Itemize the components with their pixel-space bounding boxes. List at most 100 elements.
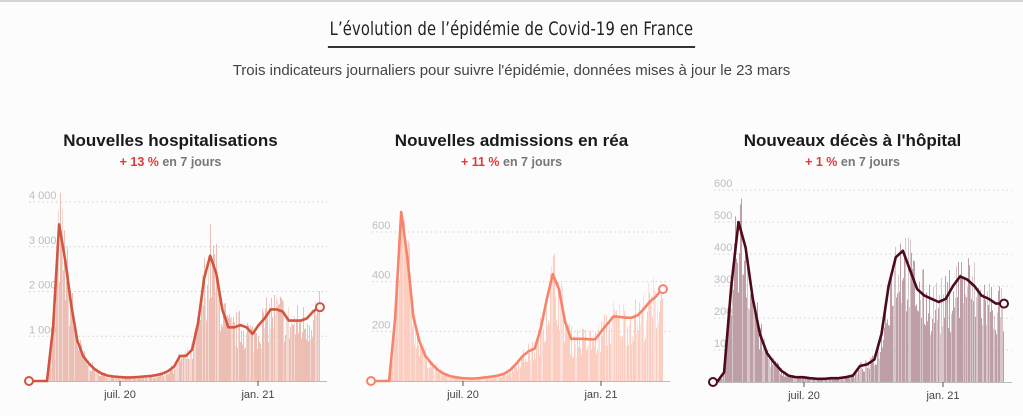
bar [175, 369, 176, 381]
bar [191, 342, 192, 381]
bar [399, 279, 400, 381]
bar [554, 253, 555, 381]
bar [521, 355, 522, 381]
bar [463, 378, 464, 381]
bar [502, 375, 503, 381]
start-marker [366, 376, 376, 386]
bar [426, 360, 427, 381]
bar [452, 376, 453, 381]
bar [572, 357, 573, 381]
bar [244, 348, 245, 381]
bar [292, 324, 293, 381]
bar [837, 377, 838, 382]
bar [1000, 317, 1001, 382]
bar [987, 291, 988, 382]
bar [400, 220, 401, 381]
bar [890, 280, 891, 382]
bar [637, 324, 638, 381]
bar [568, 325, 569, 381]
bar [262, 309, 263, 381]
bar [912, 268, 913, 382]
bar [817, 379, 818, 382]
bar [738, 292, 739, 382]
bar [474, 379, 475, 381]
bar [770, 367, 771, 382]
bar [439, 373, 440, 381]
bar [966, 297, 967, 382]
bar [771, 357, 772, 382]
bar [73, 327, 74, 381]
bar [628, 345, 629, 381]
bar [891, 274, 892, 382]
page-subtitle: Trois indicateurs journaliers pour suivr… [232, 62, 791, 79]
bar [482, 378, 483, 381]
bar [861, 362, 862, 382]
bar [558, 281, 559, 381]
bar [461, 378, 462, 381]
bar [747, 267, 748, 382]
bar [313, 320, 314, 381]
bar [834, 379, 835, 382]
bar [591, 349, 592, 381]
bar [531, 348, 532, 381]
bar [995, 329, 996, 382]
bar [68, 271, 69, 381]
bar [167, 374, 168, 381]
bar [129, 377, 130, 381]
bar [785, 371, 786, 382]
bar [551, 266, 552, 381]
bar [202, 274, 203, 381]
bar [319, 291, 320, 381]
bar [791, 375, 792, 382]
bar [880, 352, 881, 382]
bar [994, 315, 995, 382]
y-tick-label: 300 [714, 274, 732, 286]
bar [729, 294, 730, 382]
bar [147, 378, 148, 381]
bar [636, 333, 637, 381]
bar [146, 376, 147, 381]
bar [213, 245, 214, 381]
bar [925, 325, 926, 382]
bar [901, 302, 902, 382]
bar [218, 276, 219, 381]
bar [142, 376, 143, 381]
bar [975, 316, 976, 382]
bar [816, 380, 817, 382]
bar [412, 326, 413, 381]
bar [310, 339, 311, 381]
bar [290, 326, 291, 381]
bars [390, 220, 663, 381]
bar [948, 327, 949, 382]
bar [863, 371, 864, 382]
bar [541, 321, 542, 381]
bar [493, 378, 494, 381]
bar [733, 289, 734, 382]
bar [756, 321, 757, 382]
bar [154, 377, 155, 381]
bar [907, 299, 908, 382]
bar [305, 328, 306, 381]
bar [123, 378, 124, 381]
bar [523, 349, 524, 381]
bar [106, 377, 107, 381]
bar [234, 322, 235, 381]
bar [988, 304, 989, 382]
bar [731, 315, 732, 382]
bar [240, 342, 241, 381]
bar [157, 376, 158, 381]
bar [534, 352, 535, 381]
bar [977, 288, 978, 382]
bar [822, 378, 823, 382]
bar [660, 301, 661, 381]
bar [525, 358, 526, 381]
bar [760, 328, 761, 382]
bar [66, 281, 67, 381]
bar [990, 311, 991, 382]
bar [79, 344, 80, 381]
bar [190, 349, 191, 381]
bar [207, 284, 208, 381]
bar [734, 243, 735, 382]
bar [721, 378, 722, 382]
